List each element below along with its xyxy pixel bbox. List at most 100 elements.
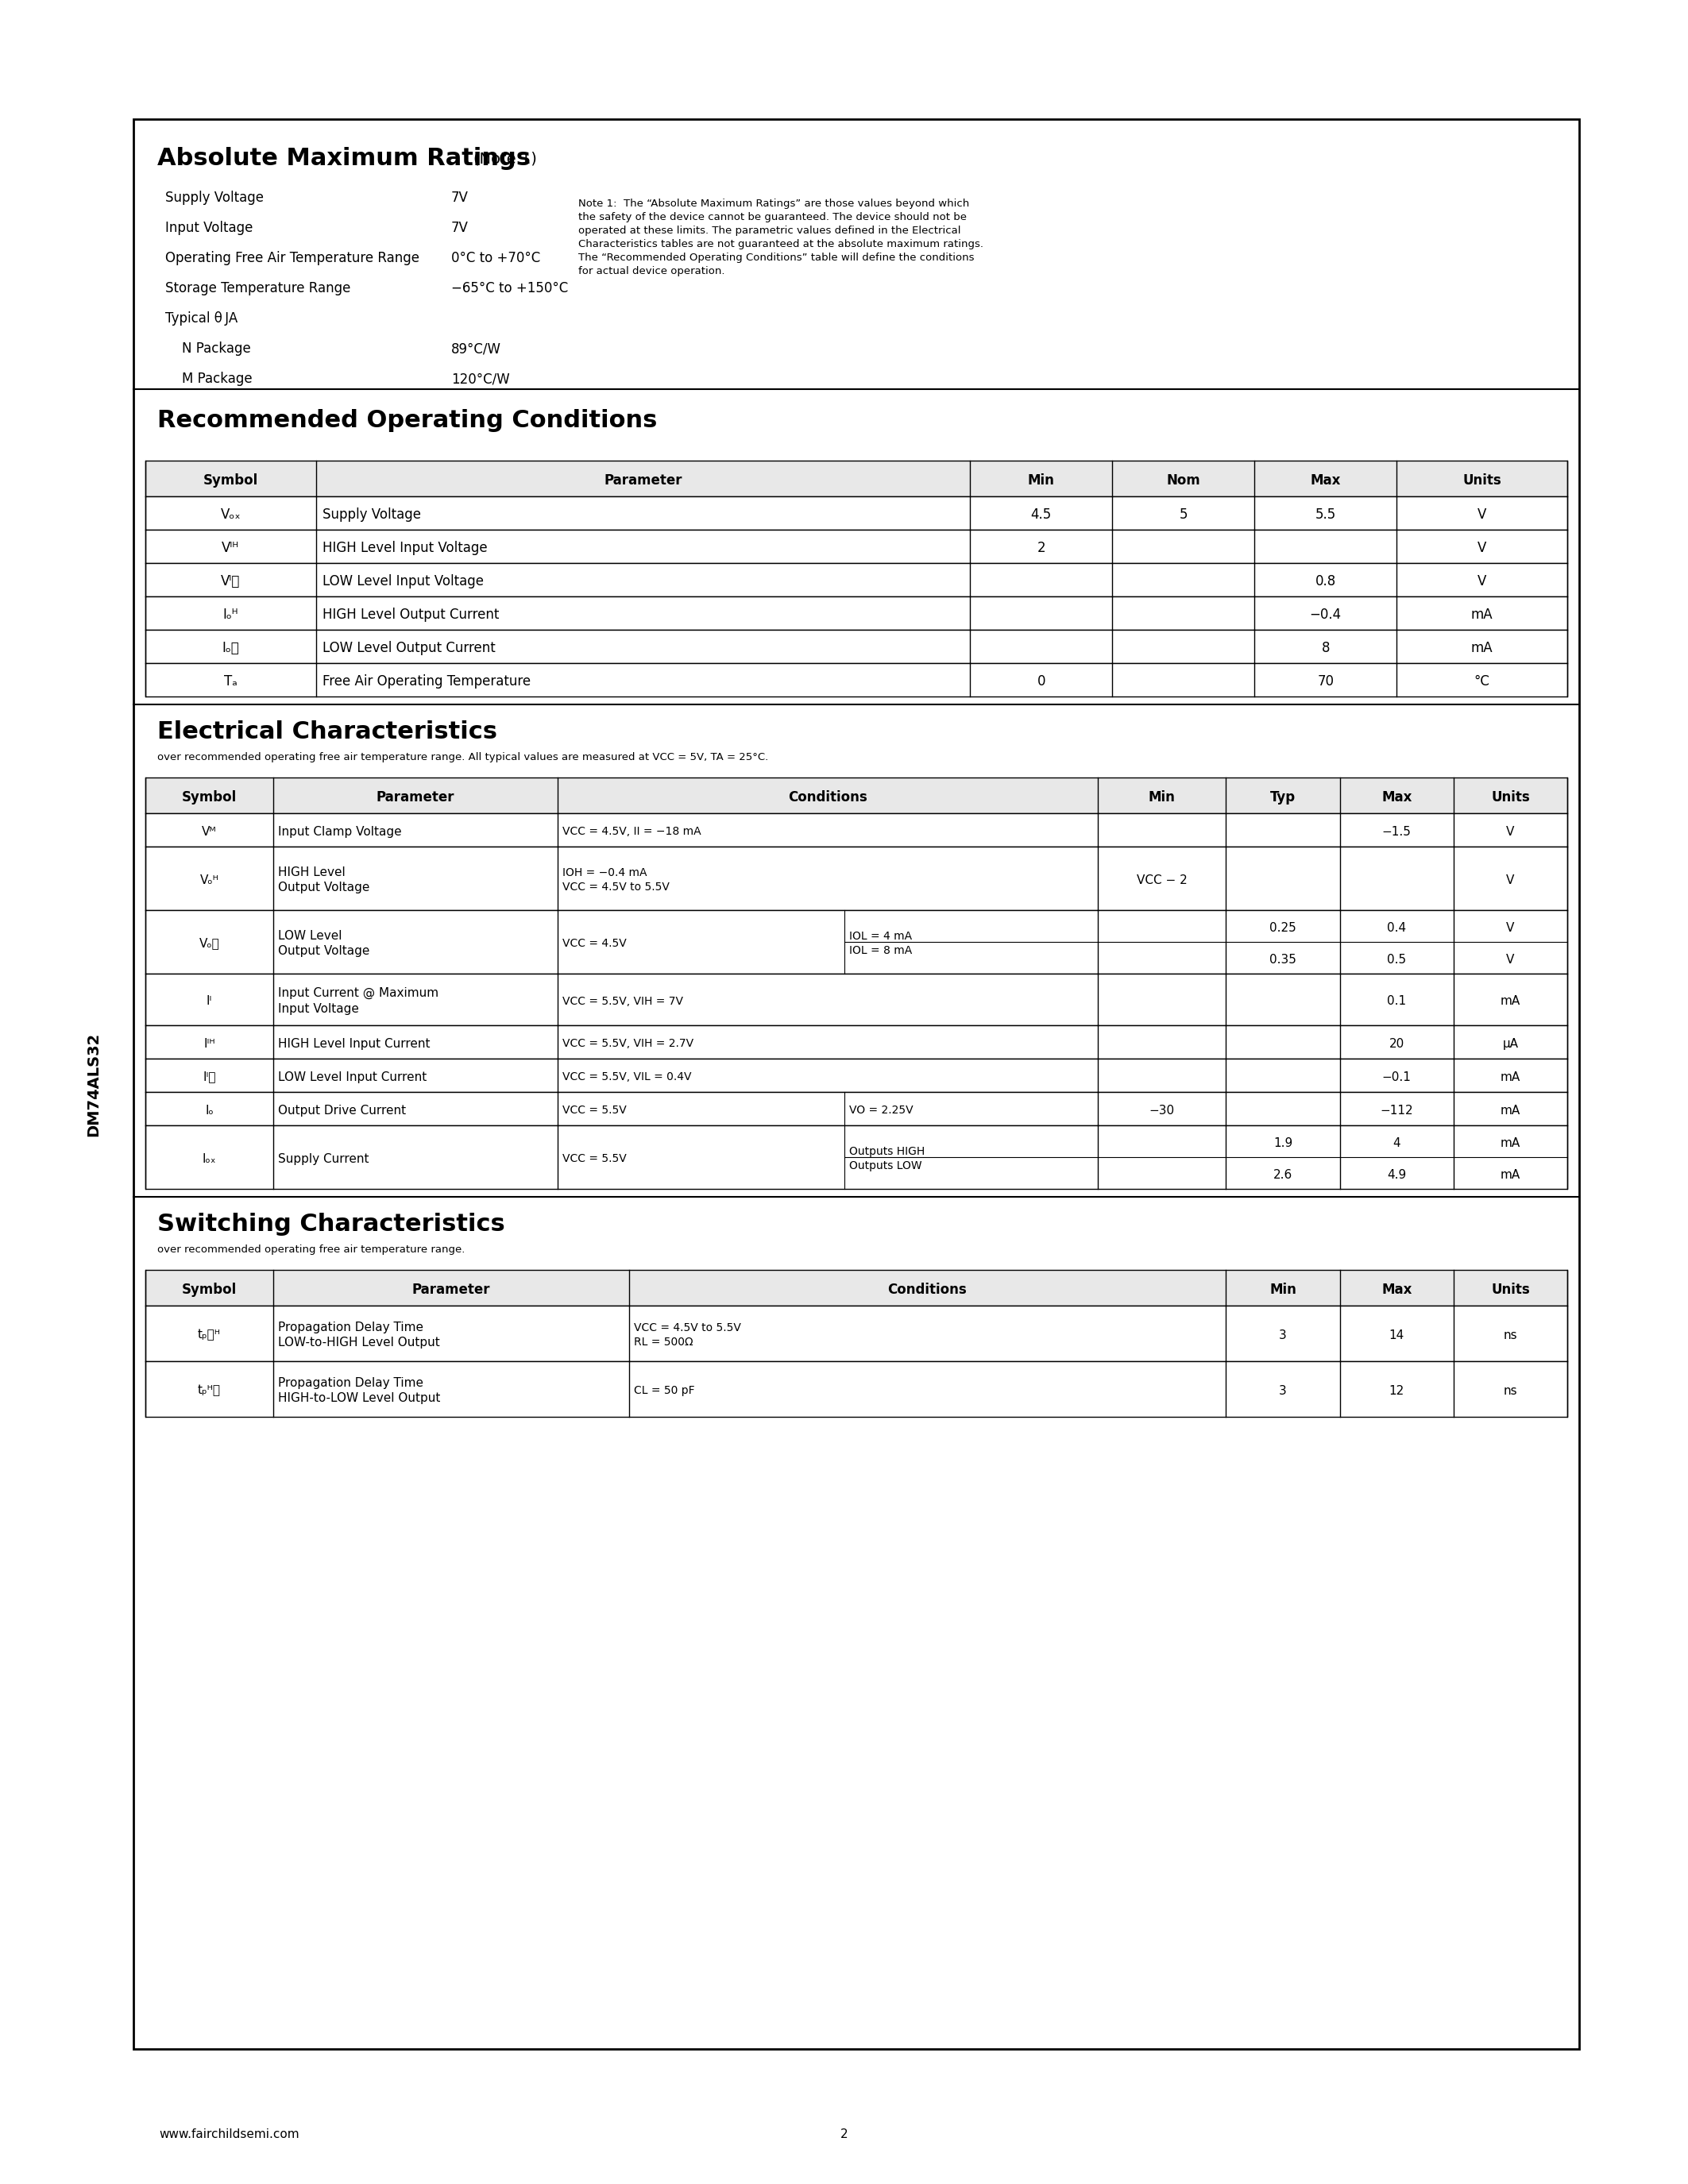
Text: (Note 1): (Note 1) bbox=[473, 151, 537, 166]
Text: 5: 5 bbox=[1180, 507, 1188, 522]
Text: tₚᴴ᰸: tₚᴴ᰸ bbox=[197, 1385, 221, 1396]
Bar bbox=[145, 531, 1566, 563]
Text: Symbol: Symbol bbox=[203, 474, 258, 487]
Text: −0.1: −0.1 bbox=[1382, 1070, 1411, 1083]
Text: Free Air Operating Temperature: Free Air Operating Temperature bbox=[322, 675, 530, 688]
Text: Propagation Delay Time
HIGH-to-LOW Level Output: Propagation Delay Time HIGH-to-LOW Level… bbox=[279, 1376, 441, 1404]
Text: HIGH Level Output Current: HIGH Level Output Current bbox=[322, 607, 500, 622]
Text: IOL = 4 mA
IOL = 8 mA: IOL = 4 mA IOL = 8 mA bbox=[849, 930, 912, 957]
Text: −112: −112 bbox=[1381, 1105, 1413, 1116]
Text: Min: Min bbox=[1028, 474, 1055, 487]
Text: tₚ᰸ᴴ: tₚ᰸ᴴ bbox=[197, 1330, 221, 1341]
Text: mA: mA bbox=[1470, 607, 1492, 622]
Text: 0.35: 0.35 bbox=[1269, 954, 1296, 965]
Text: IOH = −0.4 mA
VCC = 4.5V to 5.5V: IOH = −0.4 mA VCC = 4.5V to 5.5V bbox=[562, 867, 670, 893]
Text: V: V bbox=[1506, 954, 1514, 965]
Text: VO = 2.25V: VO = 2.25V bbox=[849, 1105, 913, 1116]
Bar bbox=[145, 847, 1566, 911]
Text: www.fairchildsemi.com: www.fairchildsemi.com bbox=[159, 2129, 299, 2140]
Text: Propagation Delay Time
LOW-to-HIGH Level Output: Propagation Delay Time LOW-to-HIGH Level… bbox=[279, 1321, 441, 1350]
Text: Iₒ: Iₒ bbox=[204, 1105, 214, 1116]
Text: Input Clamp Voltage: Input Clamp Voltage bbox=[279, 826, 402, 836]
Text: 0.1: 0.1 bbox=[1388, 996, 1406, 1007]
Text: HIGH Level
Output Voltage: HIGH Level Output Voltage bbox=[279, 867, 370, 893]
Text: mA: mA bbox=[1501, 1105, 1521, 1116]
Text: over recommended operating free air temperature range.: over recommended operating free air temp… bbox=[157, 1245, 464, 1256]
Text: 0°C to +70°C: 0°C to +70°C bbox=[451, 251, 540, 264]
Text: ns: ns bbox=[1504, 1385, 1518, 1396]
Text: VCC = 5.5V: VCC = 5.5V bbox=[562, 1153, 626, 1164]
Bar bbox=[145, 1306, 1566, 1361]
Text: Absolute Maximum Ratings: Absolute Maximum Ratings bbox=[157, 146, 530, 170]
Text: Operating Free Air Temperature Range: Operating Free Air Temperature Range bbox=[165, 251, 419, 264]
Text: −0.4: −0.4 bbox=[1310, 607, 1342, 622]
Text: HIGH Level Input Voltage: HIGH Level Input Voltage bbox=[322, 542, 488, 555]
Text: Outputs HIGH
Outputs LOW: Outputs HIGH Outputs LOW bbox=[849, 1147, 925, 1171]
Bar bbox=[145, 596, 1566, 629]
Text: V: V bbox=[1477, 542, 1487, 555]
Text: Iᴵᴴ: Iᴵᴴ bbox=[204, 1037, 214, 1051]
Text: Symbol: Symbol bbox=[182, 791, 236, 804]
Bar bbox=[133, 120, 1580, 2049]
Text: 70: 70 bbox=[1317, 675, 1334, 688]
Bar bbox=[145, 974, 1566, 1024]
Text: Max: Max bbox=[1381, 791, 1411, 804]
Text: °C: °C bbox=[1474, 675, 1491, 688]
Text: Conditions: Conditions bbox=[788, 791, 868, 804]
Text: Min: Min bbox=[1148, 791, 1175, 804]
Bar bbox=[145, 1092, 1566, 1125]
Text: 5.5: 5.5 bbox=[1315, 507, 1335, 522]
Bar bbox=[145, 911, 1566, 974]
Text: VCC = 5.5V, VIH = 2.7V: VCC = 5.5V, VIH = 2.7V bbox=[562, 1037, 694, 1048]
Text: Typ: Typ bbox=[1269, 791, 1296, 804]
Text: 2: 2 bbox=[1036, 542, 1045, 555]
Text: Max: Max bbox=[1381, 1282, 1411, 1297]
Text: M Package: M Package bbox=[165, 371, 252, 387]
Text: CL = 50 pF: CL = 50 pF bbox=[633, 1385, 694, 1396]
Text: Parameter: Parameter bbox=[412, 1282, 490, 1297]
Text: Switching Characteristics: Switching Characteristics bbox=[157, 1212, 505, 1236]
Text: 0: 0 bbox=[1036, 675, 1045, 688]
Text: Parameter: Parameter bbox=[604, 474, 682, 487]
Text: 7V: 7V bbox=[451, 190, 469, 205]
Text: 14: 14 bbox=[1389, 1330, 1404, 1341]
Text: 89°C/W: 89°C/W bbox=[451, 341, 501, 356]
Text: Vᴵᴴ: Vᴵᴴ bbox=[221, 542, 240, 555]
Text: 2: 2 bbox=[841, 2129, 847, 2140]
Text: 4: 4 bbox=[1393, 1138, 1401, 1149]
Text: VCC − 2: VCC − 2 bbox=[1136, 874, 1187, 887]
Text: Iᴵ᰸: Iᴵ᰸ bbox=[203, 1070, 216, 1083]
Bar bbox=[145, 563, 1566, 596]
Text: VCC = 4.5V to 5.5V
RL = 500Ω: VCC = 4.5V to 5.5V RL = 500Ω bbox=[633, 1321, 741, 1348]
Bar bbox=[145, 461, 1566, 496]
Text: −1.5: −1.5 bbox=[1382, 826, 1411, 836]
Text: 4.9: 4.9 bbox=[1388, 1168, 1406, 1182]
Text: Tₐ: Tₐ bbox=[225, 675, 238, 688]
Text: Units: Units bbox=[1491, 1282, 1529, 1297]
Text: Storage Temperature Range: Storage Temperature Range bbox=[165, 282, 351, 295]
Text: μA: μA bbox=[1502, 1037, 1518, 1051]
Text: Iₒᴴ: Iₒᴴ bbox=[223, 607, 238, 622]
Text: mA: mA bbox=[1501, 996, 1521, 1007]
Text: LOW Level Input Current: LOW Level Input Current bbox=[279, 1070, 427, 1083]
Text: Vₒᴴ: Vₒᴴ bbox=[199, 874, 219, 887]
Text: V: V bbox=[1477, 507, 1487, 522]
Text: 7V: 7V bbox=[451, 221, 469, 236]
Text: Conditions: Conditions bbox=[888, 1282, 967, 1297]
Text: mA: mA bbox=[1501, 1168, 1521, 1182]
Text: 4.5: 4.5 bbox=[1031, 507, 1052, 522]
Text: over recommended operating free air temperature range. All typical values are me: over recommended operating free air temp… bbox=[157, 751, 768, 762]
Text: VCC = 5.5V, VIL = 0.4V: VCC = 5.5V, VIL = 0.4V bbox=[562, 1072, 692, 1083]
Text: Electrical Characteristics: Electrical Characteristics bbox=[157, 721, 498, 743]
Bar bbox=[145, 664, 1566, 697]
Text: 0.4: 0.4 bbox=[1388, 922, 1406, 933]
Text: Iᴵ: Iᴵ bbox=[206, 996, 213, 1007]
Text: 0.8: 0.8 bbox=[1315, 574, 1335, 587]
Text: Input Current @ Maximum
Input Voltage: Input Current @ Maximum Input Voltage bbox=[279, 987, 439, 1016]
Bar bbox=[145, 496, 1566, 531]
Text: mA: mA bbox=[1501, 1070, 1521, 1083]
Text: 3: 3 bbox=[1280, 1385, 1286, 1396]
Text: LOW Level
Output Voltage: LOW Level Output Voltage bbox=[279, 930, 370, 957]
Text: Max: Max bbox=[1310, 474, 1340, 487]
Text: Min: Min bbox=[1269, 1282, 1296, 1297]
